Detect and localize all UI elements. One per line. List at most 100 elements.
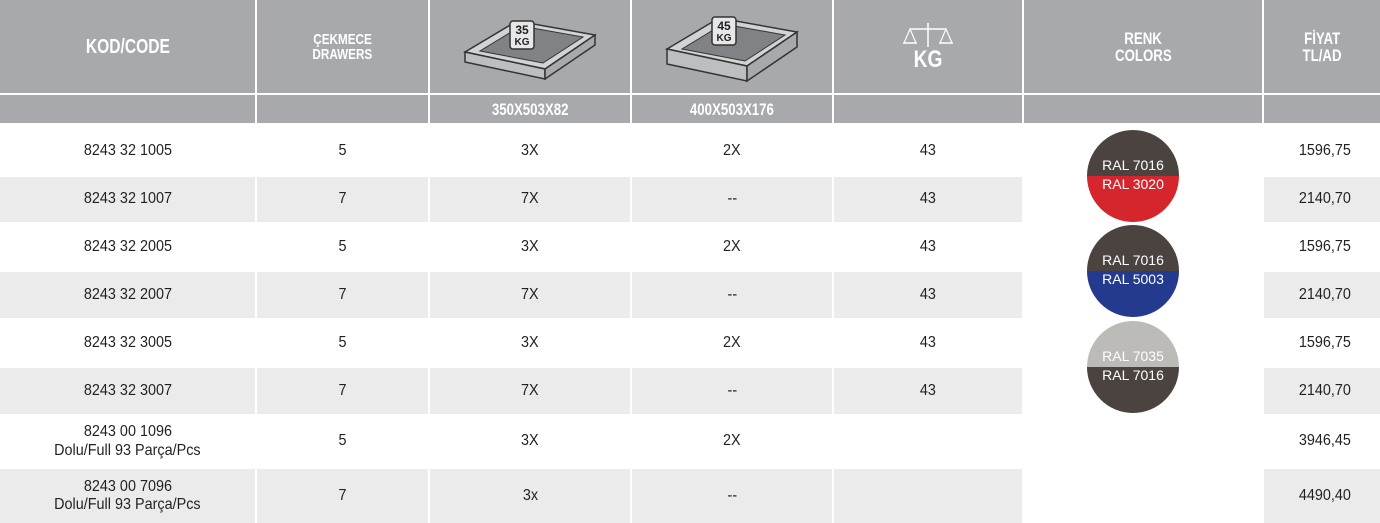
cell-text: 7X — [521, 382, 539, 400]
cell-text: 2140,70 — [1299, 190, 1351, 208]
cell-text: 43 — [920, 238, 936, 256]
cell-text: 2140,70 — [1299, 286, 1351, 304]
cell-text: 43 — [920, 382, 936, 400]
table-cell: 2X — [632, 127, 832, 175]
table-cell: 8243 32 2007 — [0, 272, 255, 318]
icon-unit: kg — [515, 37, 530, 48]
table-cell: 8243 32 1005 — [0, 127, 255, 175]
cell-text: 3x — [522, 487, 537, 505]
scale-icon: Kg — [898, 17, 958, 77]
ral-label: RAL 7016 — [1102, 367, 1164, 383]
subheader-cell — [1264, 95, 1380, 123]
table-cell: 2140,70 — [1264, 272, 1380, 318]
table-cell: 5 — [257, 416, 428, 467]
cell-text: 1596,75 — [1299, 142, 1351, 160]
table-cell: 8243 32 3005 — [0, 320, 255, 366]
cell-text: 3X — [521, 238, 539, 256]
cell-text: 5 — [338, 238, 346, 256]
cell-text: 7 — [338, 286, 346, 304]
size-label: 400x503x176 — [690, 101, 774, 118]
cell-text: 8243 00 1096 — [83, 423, 171, 441]
cell-text: 5 — [338, 334, 346, 352]
cell-text: 8243 32 3007 — [83, 382, 171, 400]
drawer-icon: 45 kg — [657, 7, 807, 87]
table-cell: 43 — [834, 177, 1022, 222]
ral-label: RAL 3020 — [1102, 176, 1164, 192]
table-cell: -- — [632, 368, 832, 414]
table-cell: 8243 32 2005 — [0, 224, 255, 270]
icon-weight: 45 — [717, 19, 731, 33]
table-cell: 3X — [430, 127, 630, 175]
table-cell: 2X — [632, 320, 832, 366]
ral-label: RAL 7016 — [1102, 252, 1164, 268]
cell-text: 5 — [338, 432, 346, 450]
table-cell: 7 — [257, 177, 428, 222]
cell-text: 8243 32 1007 — [83, 190, 171, 208]
weight-unit: Kg — [914, 44, 943, 72]
cell-text: -- — [727, 190, 737, 208]
table-cell: -- — [632, 272, 832, 318]
table-cell: 43 — [834, 320, 1022, 366]
table-cell: 2140,70 — [1264, 368, 1380, 414]
cell-text: 2X — [723, 142, 741, 160]
cell-text: 8243 32 2007 — [83, 286, 171, 304]
cell-text: Dolu/Full 93 Parça/Pcs — [54, 496, 200, 514]
cell-text: 2140,70 — [1299, 382, 1351, 400]
table-cell: 5 — [257, 224, 428, 270]
ral-label: RAL 5003 — [1102, 271, 1164, 287]
icon-unit: kg — [717, 33, 732, 44]
cell-text: 7X — [521, 286, 539, 304]
subheader-cell: 350x503x82 — [430, 95, 630, 123]
subheader-cell: 400x503x176 — [632, 95, 832, 123]
cell-text: 7 — [338, 487, 346, 505]
table-cell: 3X — [430, 224, 630, 270]
table-cell: -- — [632, 177, 832, 222]
table-cell: 3X — [430, 320, 630, 366]
color-swatches: RAL 7016 RAL 3020 RAL 7016 RAL 5003 RAL 7035… — [1024, 127, 1262, 523]
cell-text: Dolu/Full 93 Parça/Pcs — [54, 442, 200, 460]
header-text: FİYAT — [1304, 30, 1340, 47]
cell-text: 43 — [920, 142, 936, 160]
table-cell: 2X — [632, 416, 832, 467]
table-cell: 2140,70 — [1264, 177, 1380, 222]
cell-text: 2X — [723, 334, 741, 352]
subheader-cell — [834, 95, 1022, 123]
subheader-cell — [257, 95, 428, 123]
cell-text: 2X — [723, 238, 741, 256]
table-cell: 1596,75 — [1264, 320, 1380, 366]
table-cell — [834, 469, 1022, 523]
table-cell: -- — [632, 469, 832, 523]
cell-text: 43 — [920, 334, 936, 352]
cell-text: 7 — [338, 382, 346, 400]
table-cell: 7 — [257, 368, 428, 414]
header-cell: Kg — [834, 0, 1022, 93]
cell-text: 1596,75 — [1299, 334, 1351, 352]
table-cell: 8243 32 3007 — [0, 368, 255, 414]
table-cell: 43 — [834, 127, 1022, 175]
table-cell: 4490,40 — [1264, 469, 1380, 523]
cell-text: 3X — [521, 432, 539, 450]
table-cell: 7X — [430, 177, 630, 222]
cell-text: 43 — [920, 190, 936, 208]
cell-text: 5 — [338, 142, 346, 160]
header-text: KOD/CODE — [85, 37, 169, 57]
header-cell: 45 kg — [632, 0, 832, 93]
cell-text: 3X — [521, 142, 539, 160]
header-text: RENK — [1124, 30, 1162, 47]
header-cell: KOD/CODE — [0, 0, 255, 93]
cell-text: 3X — [521, 334, 539, 352]
table-cell: 7 — [257, 272, 428, 318]
cell-text: 7X — [521, 190, 539, 208]
table-cell: 3946,45 — [1264, 416, 1380, 467]
table-cell: 3x — [430, 469, 630, 523]
ral-label: RAL 7035 — [1102, 348, 1164, 364]
table-cell: 7 — [257, 469, 428, 523]
size-label: 350x503x82 — [492, 101, 569, 118]
cell-text: 1596,75 — [1299, 238, 1351, 256]
table-cell: 5 — [257, 320, 428, 366]
cell-text: 3946,45 — [1299, 432, 1351, 450]
